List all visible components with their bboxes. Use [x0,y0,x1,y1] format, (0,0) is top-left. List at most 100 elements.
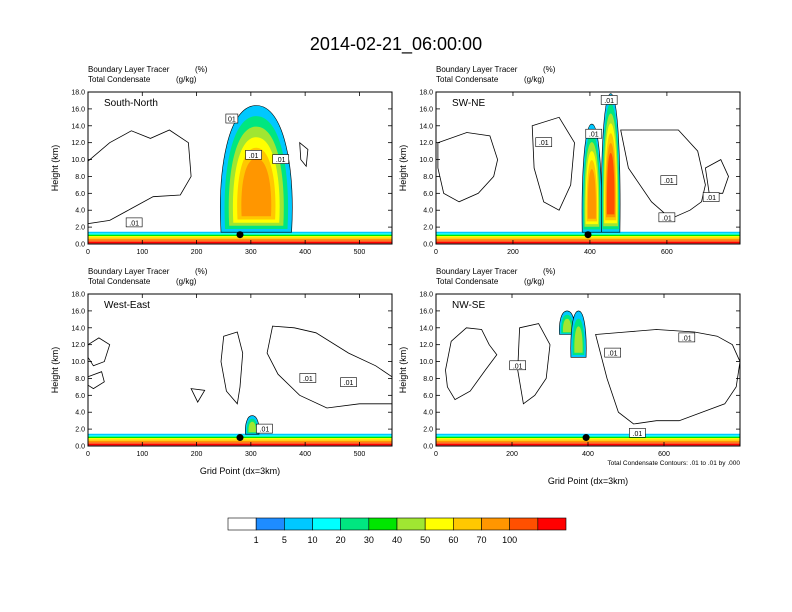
panel-label: NW-SE [452,300,485,311]
colorbar-label: 70 [476,535,486,545]
contour-line [620,129,706,220]
contour-label-text: .01 [664,178,674,185]
y-tick-label: 4.0 [423,208,433,215]
figure-title: 2014-02-21_06:00:00 [310,34,482,55]
subtitle-top: Boundary Layer Tracer [88,267,170,276]
x-tick-label: 200 [507,249,519,256]
colorbar-swatch [368,517,398,531]
x-tick-label: 600 [658,451,670,458]
contour-label: .01 [299,373,317,383]
contour-label: .01 [585,128,603,139]
colorbar-swatch [255,517,285,531]
y-axis-label: Height (km) [398,145,408,192]
contour-line [220,331,244,405]
contour-label: .01 [629,428,646,438]
y-tick-label: 2.0 [423,427,433,434]
contour-label-text: .01 [513,363,523,370]
subtitle-bottom-units: (g/kg) [176,277,197,286]
contour-label-text: .01 [276,157,286,164]
subtitle-bottom: Total Condensate [436,75,499,84]
colorbar-swatch [312,517,341,531]
y-axis-label: Height (km) [50,145,60,192]
contour-label-text: .01 [608,351,618,358]
contour-label-text: .01 [589,132,599,139]
contour-label: .01 [660,175,678,185]
y-tick-label: 8.0 [75,174,85,181]
contour-label-text: 01 [228,117,236,124]
contour-label-text: .01 [706,195,716,202]
x-tick-label: 100 [136,249,148,256]
contour-label: .01 [256,423,273,434]
subtitle-top-units: (%) [195,267,208,276]
tracer-band [436,238,740,241]
y-tick-label: 10.0 [71,157,85,164]
y-tick-label: 12.0 [71,342,85,349]
tracer-band [88,240,392,242]
tracer-band [436,241,740,244]
x-tick-label: 0 [86,451,90,458]
contour-label-text: .01 [539,140,549,147]
y-tick-label: 18.0 [419,292,433,299]
plume-contour [248,421,256,433]
colorbar-label: 10 [307,535,317,545]
panel-label: SW-NE [452,98,485,109]
y-tick-label: 6.0 [423,191,433,198]
y-tick-label: 12.0 [419,342,433,349]
y-tick-label: 18.0 [419,90,433,97]
location-marker [236,231,244,239]
y-tick-label: 6.0 [423,393,433,400]
plot-area [436,294,740,446]
contour-label: .01 [535,137,553,147]
y-tick-label: 18.0 [71,90,85,97]
tracer-band [436,440,740,443]
panel-label: West-East [104,300,150,311]
x-axis-label: Grid Point (dx=3km) [548,476,628,486]
y-tick-label: 12.0 [419,140,433,147]
x-tick-label: 600 [661,249,673,256]
colorbar-swatch [537,517,567,531]
contour-line [517,323,551,405]
y-tick-label: 2.0 [75,225,85,232]
contour-label: .01 [678,332,696,342]
tracer-band [88,442,392,444]
panel-sw-ne: .01 .01 .01 .01 .01 .01 0.0 2.0 4.0 6.0 8.0 10.0 12.… [398,65,741,256]
tracer-band [88,241,392,244]
y-tick-label: 0.0 [423,242,433,249]
colorbar-swatch [396,517,426,531]
subtitle-top: Boundary Layer Tracer [88,65,170,74]
colorbar: 1 5 10 20 30 40 50 60 70 100 [227,517,567,545]
contour-footnote: Total Condensate Contours: .01 to .01 by… [607,460,740,467]
panel-nw-se: .01 .01 .01 .01 0.0 2.0 4.0 6.0 8.0 10.0 12.0 14.0 1… [398,267,741,486]
plume-contour [587,169,596,219]
subtitle-top-units: (%) [543,65,556,74]
contour-label-text: .01 [344,380,354,387]
contour-label-text: .01 [682,335,692,342]
contour-label: .01 [245,150,262,160]
contour-label: .01 [125,217,143,227]
plume-contour [574,326,583,353]
contour-label: .01 [340,377,357,387]
colorbar-swatch [424,517,454,531]
plot-frame [87,91,393,245]
x-tick-label: 0 [434,451,438,458]
subtitle-bottom-units: (g/kg) [524,277,545,286]
contour-label-text: .01 [129,220,139,227]
contour-label: .01 [600,95,618,105]
plot-area [88,294,392,446]
x-tick-label: 300 [245,249,257,256]
subtitle-top: Boundary Layer Tracer [436,267,518,276]
plume-contour [606,153,615,215]
contour-line [531,116,575,211]
x-tick-label: 0 [434,249,438,256]
tracer-band [88,440,392,443]
x-tick-label: 200 [191,249,203,256]
contour-line [437,132,499,203]
subtitle-top: Boundary Layer Tracer [436,65,518,74]
contour-label-text: .01 [303,376,313,383]
subtitle-bottom: Total Condensate [88,75,151,84]
contour-line [299,141,309,168]
y-tick-label: 18.0 [71,292,85,299]
contour-label: .01 [658,212,676,222]
y-tick-label: 2.0 [75,427,85,434]
plot-frame [435,91,741,245]
